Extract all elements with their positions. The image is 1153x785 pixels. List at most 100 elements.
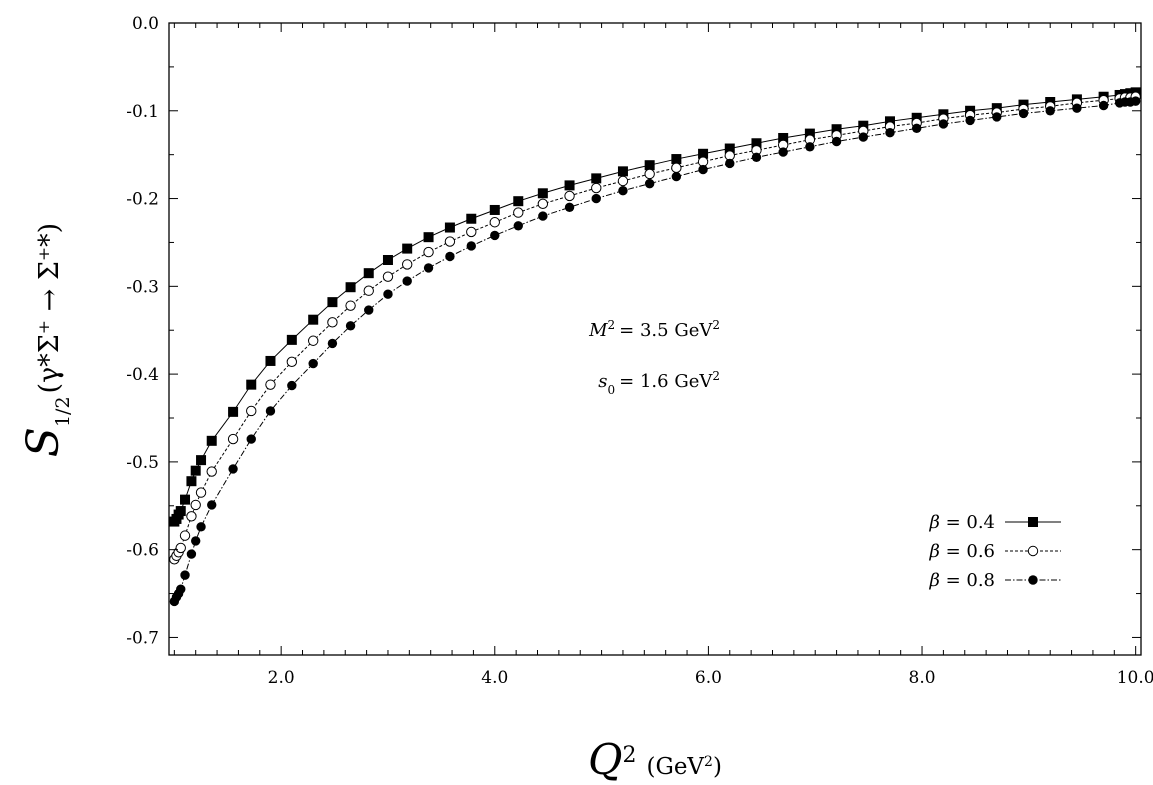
data-point xyxy=(858,120,869,131)
data-point xyxy=(884,116,895,127)
data-point xyxy=(911,123,922,134)
data-point xyxy=(228,464,238,474)
y-tick-label: -0.7 xyxy=(126,628,159,648)
ticks-layer: 2.0 4.0 6.0 8.0 10.0 0.0 -0.1 -0.2 -0.3 -0.4 -0.5 -… xyxy=(126,14,1153,688)
data-point xyxy=(724,143,735,154)
data-point xyxy=(1072,103,1082,113)
data-point xyxy=(591,193,601,204)
series-beta-06 xyxy=(169,91,1141,565)
series-line xyxy=(173,91,1136,522)
data-point xyxy=(537,198,549,210)
data-point xyxy=(805,142,815,152)
legend-item-beta-08: β = 0.8 xyxy=(928,570,1061,591)
data-point xyxy=(196,455,207,466)
data-point xyxy=(363,285,374,296)
y-tick-label: -0.3 xyxy=(126,277,159,297)
data-point xyxy=(228,406,239,417)
data-point xyxy=(287,380,297,391)
y-tick-label: -0.5 xyxy=(126,453,159,473)
data-point xyxy=(227,433,239,445)
data-point xyxy=(190,499,201,511)
y-tick-label: -0.2 xyxy=(126,190,159,210)
data-point xyxy=(382,255,393,265)
data-point xyxy=(564,202,575,213)
y-tick-label: -0.4 xyxy=(126,365,159,385)
y-tick-label: -0.1 xyxy=(126,102,159,122)
data-point xyxy=(345,300,356,311)
x-tick-label: 6.0 xyxy=(695,668,722,688)
data-point xyxy=(286,334,297,345)
series-beta-04 xyxy=(169,87,1141,527)
data-point xyxy=(206,466,217,477)
data-point xyxy=(364,305,374,315)
annotation-threshold: s0 = 1.6 GeV2 xyxy=(598,369,720,397)
data-point xyxy=(180,570,190,580)
data-point xyxy=(564,180,575,191)
data-point xyxy=(327,297,338,308)
data-point xyxy=(207,500,217,510)
plot-frame xyxy=(168,22,1142,656)
data-point xyxy=(831,136,842,147)
legend-item-beta-06: β = 0.6 xyxy=(928,541,1061,562)
legend: β = 0.4 β = 0.6 β = 0.8 xyxy=(928,512,1061,591)
data-point xyxy=(513,207,524,218)
data-point xyxy=(308,314,319,325)
data-point xyxy=(423,246,434,258)
data-point xyxy=(383,289,393,299)
data-point xyxy=(489,204,500,215)
data-point xyxy=(307,335,319,346)
data-point xyxy=(513,196,524,207)
data-point xyxy=(671,154,682,165)
plot-layer xyxy=(169,87,1141,607)
data-point xyxy=(938,119,949,129)
data-point xyxy=(191,536,201,546)
data-point xyxy=(175,542,186,554)
data-point xyxy=(1098,100,1109,111)
data-point xyxy=(489,217,500,228)
legend-label: β = 0.8 xyxy=(928,570,995,591)
data-point xyxy=(698,164,708,175)
data-point xyxy=(751,138,762,149)
data-point xyxy=(445,251,455,262)
data-point xyxy=(265,355,276,366)
data-point xyxy=(179,530,191,541)
data-point xyxy=(591,182,602,194)
legend-label: β = 0.4 xyxy=(928,512,995,533)
x-axis-title: Q2 (GeV2) xyxy=(588,735,722,784)
data-point xyxy=(363,268,374,279)
data-point xyxy=(286,356,298,368)
legend-marker xyxy=(1028,575,1038,585)
legend-marker xyxy=(1028,517,1038,527)
data-point xyxy=(671,162,682,174)
data-point xyxy=(617,175,629,187)
legend-item-beta-04: β = 0.4 xyxy=(928,512,1061,533)
data-point xyxy=(175,506,186,517)
annotation-mass: M2 = 3.5 GeV2 xyxy=(588,318,720,341)
data-point xyxy=(246,405,257,417)
data-point xyxy=(804,128,815,139)
data-point xyxy=(858,132,868,142)
data-point xyxy=(206,435,217,446)
data-point xyxy=(618,185,628,196)
data-point xyxy=(382,271,394,282)
x-tick-label: 10.0 xyxy=(1117,668,1153,688)
data-point xyxy=(176,584,186,594)
data-point xyxy=(246,379,257,390)
series-beta-08 xyxy=(169,96,1141,607)
data-point xyxy=(265,379,276,390)
data-point xyxy=(698,148,709,159)
data-point xyxy=(196,522,206,532)
data-point xyxy=(444,222,455,233)
data-point xyxy=(186,476,197,487)
data-point xyxy=(265,406,276,416)
data-point xyxy=(444,236,456,247)
data-point xyxy=(345,282,356,293)
data-point xyxy=(1130,96,1141,106)
data-point xyxy=(538,211,548,221)
y-tick-label: -0.6 xyxy=(126,541,159,561)
data-point xyxy=(402,243,413,254)
data-point xyxy=(327,317,338,328)
data-point xyxy=(186,549,197,559)
y-tick-label: 0.0 xyxy=(132,14,159,34)
